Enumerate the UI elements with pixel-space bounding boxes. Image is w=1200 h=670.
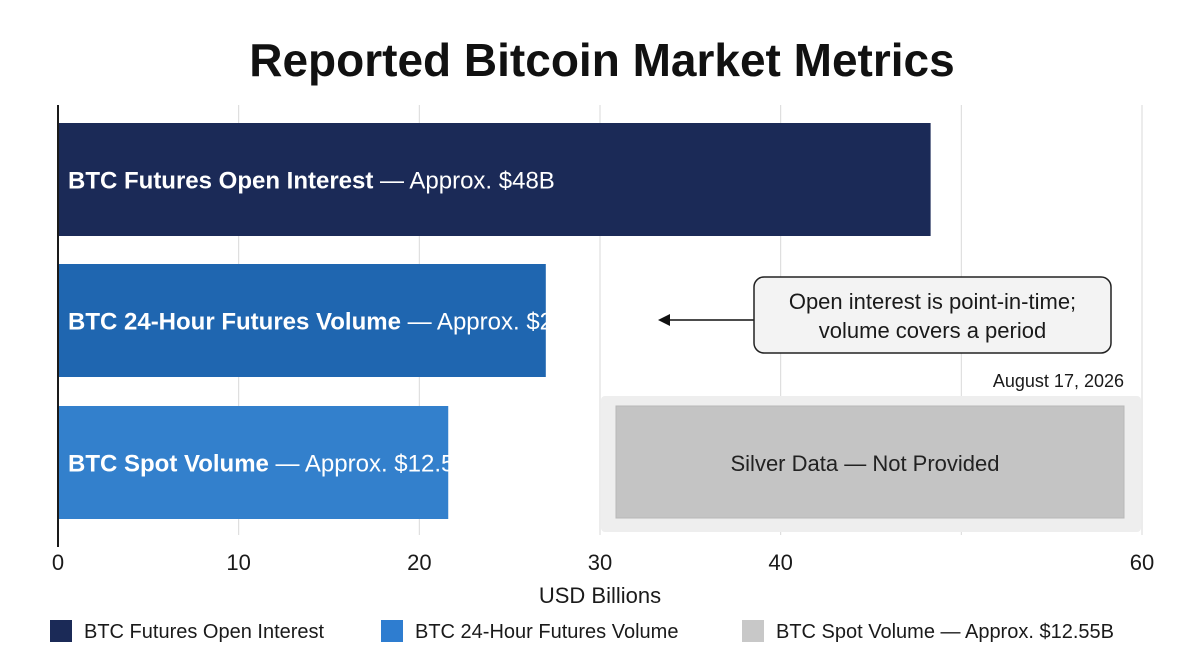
x-tick-label: 0	[52, 550, 64, 575]
bar	[58, 123, 931, 236]
x-tick-label: 40	[768, 550, 792, 575]
x-axis: 0 10 20 30 40 60	[52, 105, 1154, 575]
bar-label: BTC Futures Open Interest — Approx. $48B	[68, 168, 555, 195]
legend-label: BTC Futures Open Interest	[84, 621, 325, 643]
legend-label: BTC 24-Hour Futures Volume	[415, 621, 678, 643]
chart-title: Reported Bitcoin Market Metrics	[249, 34, 954, 86]
bar-value-label: — Approx. $25B	[401, 309, 582, 336]
placeholder-label: Silver Data — Not Provided	[731, 451, 1000, 476]
legend-label: BTC Spot Volume — Approx. $12.55B	[776, 621, 1114, 643]
legend-swatch	[742, 620, 764, 642]
x-tick-label: 20	[407, 550, 431, 575]
date-note: August 17, 2026	[993, 371, 1124, 391]
bar-label: BTC Spot Volume — Approx. $12.55B	[68, 451, 484, 478]
silver-placeholder: Silver Data — Not Provided	[601, 396, 1141, 532]
bar-category: BTC Spot Volume	[68, 451, 269, 478]
legend: BTC Futures Open Interest BTC 24-Hour Fut…	[50, 620, 1114, 643]
annotation-box	[753, 276, 1112, 354]
bar-category: BTC 24-Hour Futures Volume	[68, 309, 401, 336]
legend-swatch	[50, 620, 72, 642]
bar	[58, 264, 546, 377]
placeholder-box	[615, 405, 1125, 519]
bar	[58, 406, 449, 519]
legend-swatch	[381, 620, 403, 642]
bar-label: BTC 24-Hour Futures Volume — Approx. $25…	[68, 309, 582, 336]
annotation: Open interest is point-in-time; volume co…	[658, 276, 1112, 354]
bars: BTC Futures Open Interest — Approx. $48B…	[58, 123, 931, 519]
bar-value-label: — Approx. $12.55B	[269, 451, 484, 478]
annotation-text: volume covers a period	[819, 318, 1046, 343]
x-axis-title: USD Billions	[539, 583, 661, 608]
bar-category: BTC Futures Open Interest	[68, 168, 373, 195]
x-tick-label: 10	[226, 550, 250, 575]
bar-value-label: — Approx. $48B	[373, 168, 554, 195]
x-tick-label: 60	[1130, 550, 1154, 575]
x-tick-label: 30	[588, 550, 612, 575]
annotation-arrowhead	[658, 314, 670, 326]
annotation-text: Open interest is point-in-time;	[789, 289, 1076, 314]
